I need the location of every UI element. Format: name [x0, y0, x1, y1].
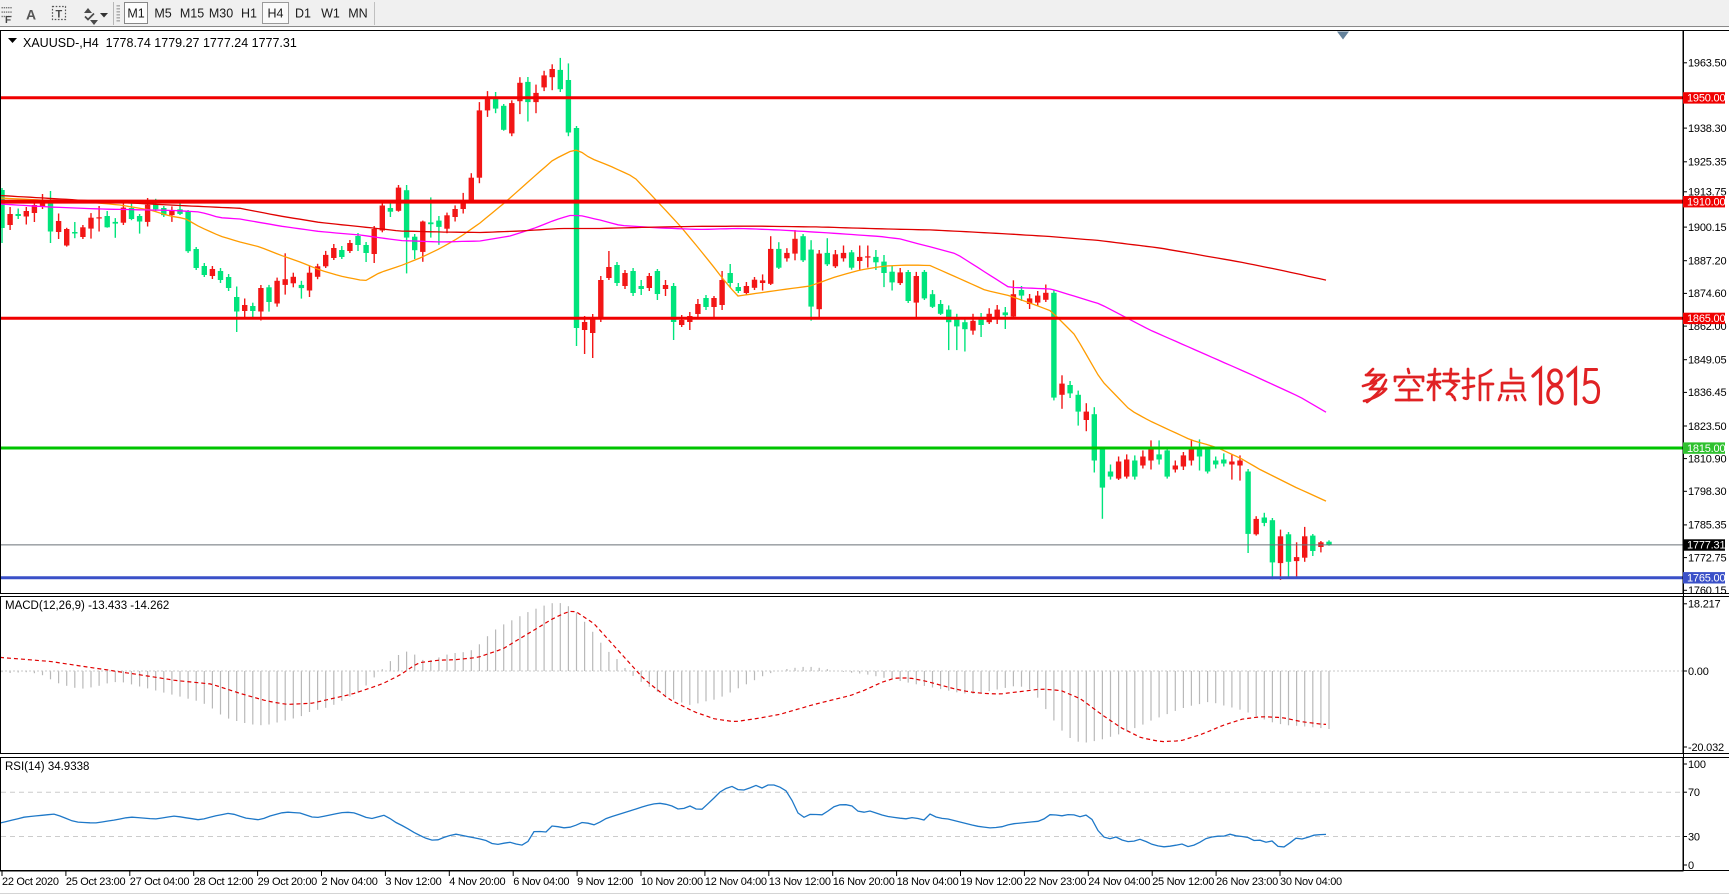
- svg-text:1849.05: 1849.05: [1688, 355, 1726, 367]
- svg-text:2 Nov 04:00: 2 Nov 04:00: [322, 876, 378, 888]
- svg-text:30: 30: [1688, 831, 1700, 843]
- svg-text:1777.31: 1777.31: [1687, 540, 1725, 552]
- svg-text:H4: H4: [268, 7, 284, 21]
- svg-text:1760.15: 1760.15: [1688, 585, 1726, 597]
- svg-text:MACD(12,26,9) -13.433 -14.262: MACD(12,26,9) -13.433 -14.262: [5, 600, 169, 612]
- svg-text:0.00: 0.00: [1688, 666, 1709, 678]
- svg-text:1836.45: 1836.45: [1688, 387, 1726, 399]
- svg-text:1785.35: 1785.35: [1688, 520, 1726, 532]
- svg-text:100: 100: [1688, 759, 1706, 771]
- svg-text:1950.00: 1950.00: [1687, 93, 1725, 105]
- svg-text:30 Nov 04:00: 30 Nov 04:00: [1280, 876, 1342, 888]
- svg-text:-20.032: -20.032: [1688, 742, 1724, 754]
- svg-text:1874.60: 1874.60: [1688, 288, 1726, 300]
- svg-text:6 Nov 04:00: 6 Nov 04:00: [513, 876, 569, 888]
- svg-text:M30: M30: [209, 7, 233, 21]
- svg-text:A: A: [26, 7, 36, 23]
- svg-text:T: T: [56, 9, 63, 21]
- svg-text:M5: M5: [154, 7, 171, 21]
- svg-text:1925.35: 1925.35: [1688, 157, 1726, 169]
- svg-text:1938.30: 1938.30: [1688, 123, 1726, 135]
- svg-text:25 Oct 23:00: 25 Oct 23:00: [66, 876, 126, 888]
- svg-text:16 Nov 20:00: 16 Nov 20:00: [833, 876, 895, 888]
- svg-text:10 Nov 20:00: 10 Nov 20:00: [641, 876, 703, 888]
- svg-text:RSI(14) 34.9338: RSI(14) 34.9338: [5, 761, 89, 773]
- svg-text:1900.15: 1900.15: [1688, 222, 1726, 234]
- svg-text:13 Nov 12:00: 13 Nov 12:00: [769, 876, 831, 888]
- svg-text:1865.00: 1865.00: [1687, 313, 1725, 325]
- svg-text:19 Nov 12:00: 19 Nov 12:00: [961, 876, 1023, 888]
- svg-text:27 Oct 04:00: 27 Oct 04:00: [130, 876, 190, 888]
- svg-text:D1: D1: [295, 7, 311, 21]
- svg-text:22 Oct 2020: 22 Oct 2020: [2, 876, 59, 888]
- svg-text:H1: H1: [241, 7, 257, 21]
- svg-text:F: F: [5, 15, 11, 26]
- svg-text:MN: MN: [348, 7, 367, 21]
- svg-text:70: 70: [1688, 787, 1700, 799]
- svg-text:26 Nov 23:00: 26 Nov 23:00: [1216, 876, 1278, 888]
- svg-text:25 Nov 12:00: 25 Nov 12:00: [1152, 876, 1214, 888]
- svg-text:1963.50: 1963.50: [1688, 58, 1726, 70]
- svg-text:18.217: 18.217: [1688, 599, 1721, 611]
- svg-text:1772.75: 1772.75: [1688, 552, 1726, 564]
- svg-text:XAUUSD-,H4 1778.74 1779.27 17: XAUUSD-,H4 1778.74 1779.27 1777.24 1777.…: [23, 36, 297, 50]
- svg-text:22 Nov 23:00: 22 Nov 23:00: [1024, 876, 1086, 888]
- svg-text:1823.50: 1823.50: [1688, 421, 1726, 433]
- svg-text:1887.20: 1887.20: [1688, 256, 1726, 268]
- svg-text:28 Oct 12:00: 28 Oct 12:00: [194, 876, 254, 888]
- svg-text:1798.30: 1798.30: [1688, 486, 1726, 498]
- svg-text:18 Nov 04:00: 18 Nov 04:00: [897, 876, 959, 888]
- svg-text:M1: M1: [127, 7, 144, 21]
- svg-text:9 Nov 12:00: 9 Nov 12:00: [577, 876, 633, 888]
- svg-text:29 Oct 20:00: 29 Oct 20:00: [258, 876, 318, 888]
- svg-text:1810.90: 1810.90: [1688, 453, 1726, 465]
- svg-text:24 Nov 04:00: 24 Nov 04:00: [1088, 876, 1150, 888]
- svg-text:1910.00: 1910.00: [1687, 196, 1725, 208]
- svg-text:M15: M15: [180, 7, 204, 21]
- svg-text:4 Nov 20:00: 4 Nov 20:00: [449, 876, 505, 888]
- svg-text:0: 0: [1688, 860, 1694, 872]
- svg-text:W1: W1: [321, 7, 340, 21]
- svg-text:12 Nov 04:00: 12 Nov 04:00: [705, 876, 767, 888]
- svg-text:1815.00: 1815.00: [1687, 443, 1725, 455]
- svg-text:1765.00: 1765.00: [1687, 573, 1725, 585]
- svg-text:3 Nov 12:00: 3 Nov 12:00: [385, 876, 441, 888]
- svg-text:1913.75: 1913.75: [1688, 187, 1726, 199]
